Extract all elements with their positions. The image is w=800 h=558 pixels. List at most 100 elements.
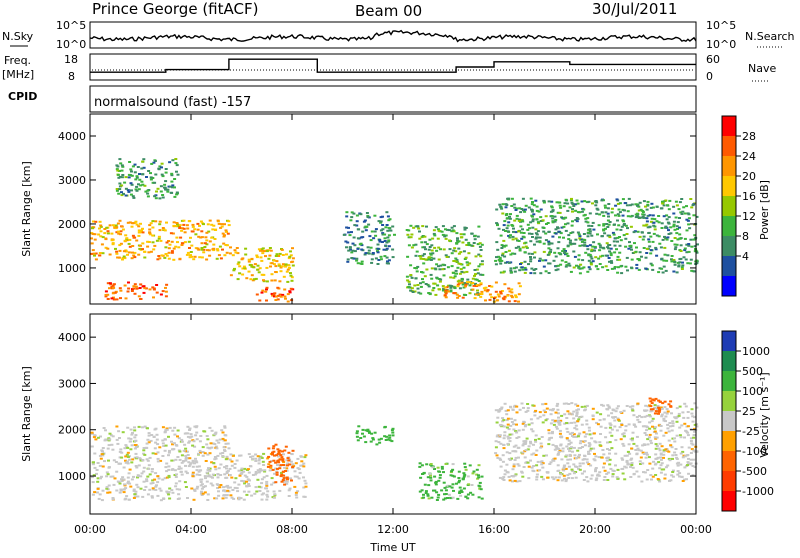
power-marks-cell [616, 258, 620, 261]
power-marks-cell [661, 271, 665, 274]
vel-marks-cell [657, 461, 661, 464]
power-marks-cell [91, 227, 94, 230]
vel-marks-cell [565, 445, 569, 448]
power-marks-cell [678, 237, 682, 240]
vel-marks-cell [96, 436, 100, 439]
vel-marks-cell [242, 490, 246, 493]
vel-marks-cell [658, 408, 661, 411]
vel-marks-cell [558, 449, 562, 452]
power-marks-cell [423, 246, 427, 249]
vel-marks-cell [621, 442, 625, 445]
power-marks-cell [368, 235, 372, 238]
power-marks-cell [502, 298, 506, 301]
vel-marks-cell [550, 436, 553, 439]
vel-marks-cell [680, 476, 684, 478]
power-marks-cell [651, 214, 655, 217]
power-marks-cell [605, 242, 609, 245]
power-marks-cell [216, 219, 220, 222]
power-marks-cell [108, 224, 112, 227]
power-marks-cell [127, 173, 131, 176]
power-marks-cell [538, 257, 542, 260]
power-cbar-tick-label-1: 24 [742, 150, 756, 163]
power-marks-cell [410, 287, 414, 290]
power-marks-cell [282, 275, 286, 278]
vel-marks-cell [295, 475, 299, 478]
vel-marks-cell [503, 434, 507, 437]
power-marks-cell [203, 242, 207, 245]
power-marks-cell [123, 257, 127, 260]
power-marks-cell [156, 258, 160, 261]
power-marks-cell [250, 257, 254, 260]
vel-marks-cell [168, 426, 172, 429]
vel-marks-cell [290, 453, 294, 455]
vel-marks-cell [260, 457, 264, 459]
vel-marks-cell [150, 468, 154, 470]
power-cbar-swatch-0 [722, 116, 736, 137]
vel-marks-cell [505, 426, 509, 429]
vel-marks-cell [163, 449, 167, 452]
vel-marks-cell [606, 448, 609, 450]
power-marks-cell [291, 257, 295, 260]
vel-marks-cell [230, 464, 234, 467]
power-marks-cell [465, 244, 469, 246]
vel-marks-cell [237, 469, 241, 472]
power-marks-cell [261, 249, 265, 252]
power-marks-cell [644, 256, 648, 259]
vel-marks-cell [391, 427, 395, 430]
vel-marks-cell [527, 445, 531, 448]
power-marks-cell [151, 220, 155, 223]
vel-marks-cell [650, 478, 653, 481]
power-marks-cell [599, 246, 603, 249]
power-marks-cell [459, 268, 463, 271]
power-marks-cell [407, 236, 411, 239]
vel-marks-cell [300, 460, 304, 463]
power-marks-cell [499, 292, 503, 295]
power-marks-cell [160, 173, 164, 176]
power-marks-cell [233, 267, 236, 270]
power-marks-cell [146, 189, 150, 192]
vel-marks-cell [143, 489, 147, 491]
vel-marks-cell [630, 447, 634, 450]
power-marks-cell [355, 214, 359, 217]
power-marks-cell [687, 223, 691, 226]
power-marks-cell [248, 263, 252, 266]
vel-marks-cell [555, 427, 559, 430]
vel-marks-cell [541, 466, 545, 469]
vel-marks-cell [541, 462, 545, 465]
vel-marks-cell [611, 475, 615, 478]
power-marks-cell [589, 255, 593, 258]
vel-marks-cell [654, 397, 658, 400]
power-marks-cell [135, 287, 139, 290]
power-marks-cell [199, 220, 203, 223]
vel-marks-cell [214, 431, 218, 434]
power-marks-cell [634, 250, 638, 253]
power-marks-cell [461, 278, 464, 281]
vel-marks-cell [561, 450, 565, 453]
vel-marks-cell [564, 480, 568, 483]
vel-marks-cell [670, 446, 674, 449]
power-marks-cell [526, 228, 530, 231]
vel-marks-cell [611, 473, 615, 476]
power-marks-cell [569, 232, 573, 234]
vel-marks-cell [458, 479, 461, 482]
power-marks-cell [442, 274, 446, 277]
power-marks-cell [429, 259, 433, 261]
power-marks-cell [430, 277, 434, 280]
power-marks-cell [473, 238, 477, 241]
power-marks-cell [140, 167, 144, 170]
power-marks-cell [425, 243, 429, 246]
vel-marks-cell [565, 437, 569, 440]
power-marks-cell [214, 229, 217, 231]
power-marks-cell [291, 247, 294, 250]
vel-marks-cell [691, 465, 695, 467]
power-marks-cell [498, 257, 502, 259]
power-marks-cell [106, 232, 110, 235]
vel-marks-cell [216, 487, 220, 489]
power-marks-cell [577, 254, 581, 257]
power-marks-cell [116, 173, 120, 176]
power-marks-cell [150, 162, 154, 165]
power-marks-cell [428, 238, 432, 241]
power-marks-cell [654, 246, 658, 249]
